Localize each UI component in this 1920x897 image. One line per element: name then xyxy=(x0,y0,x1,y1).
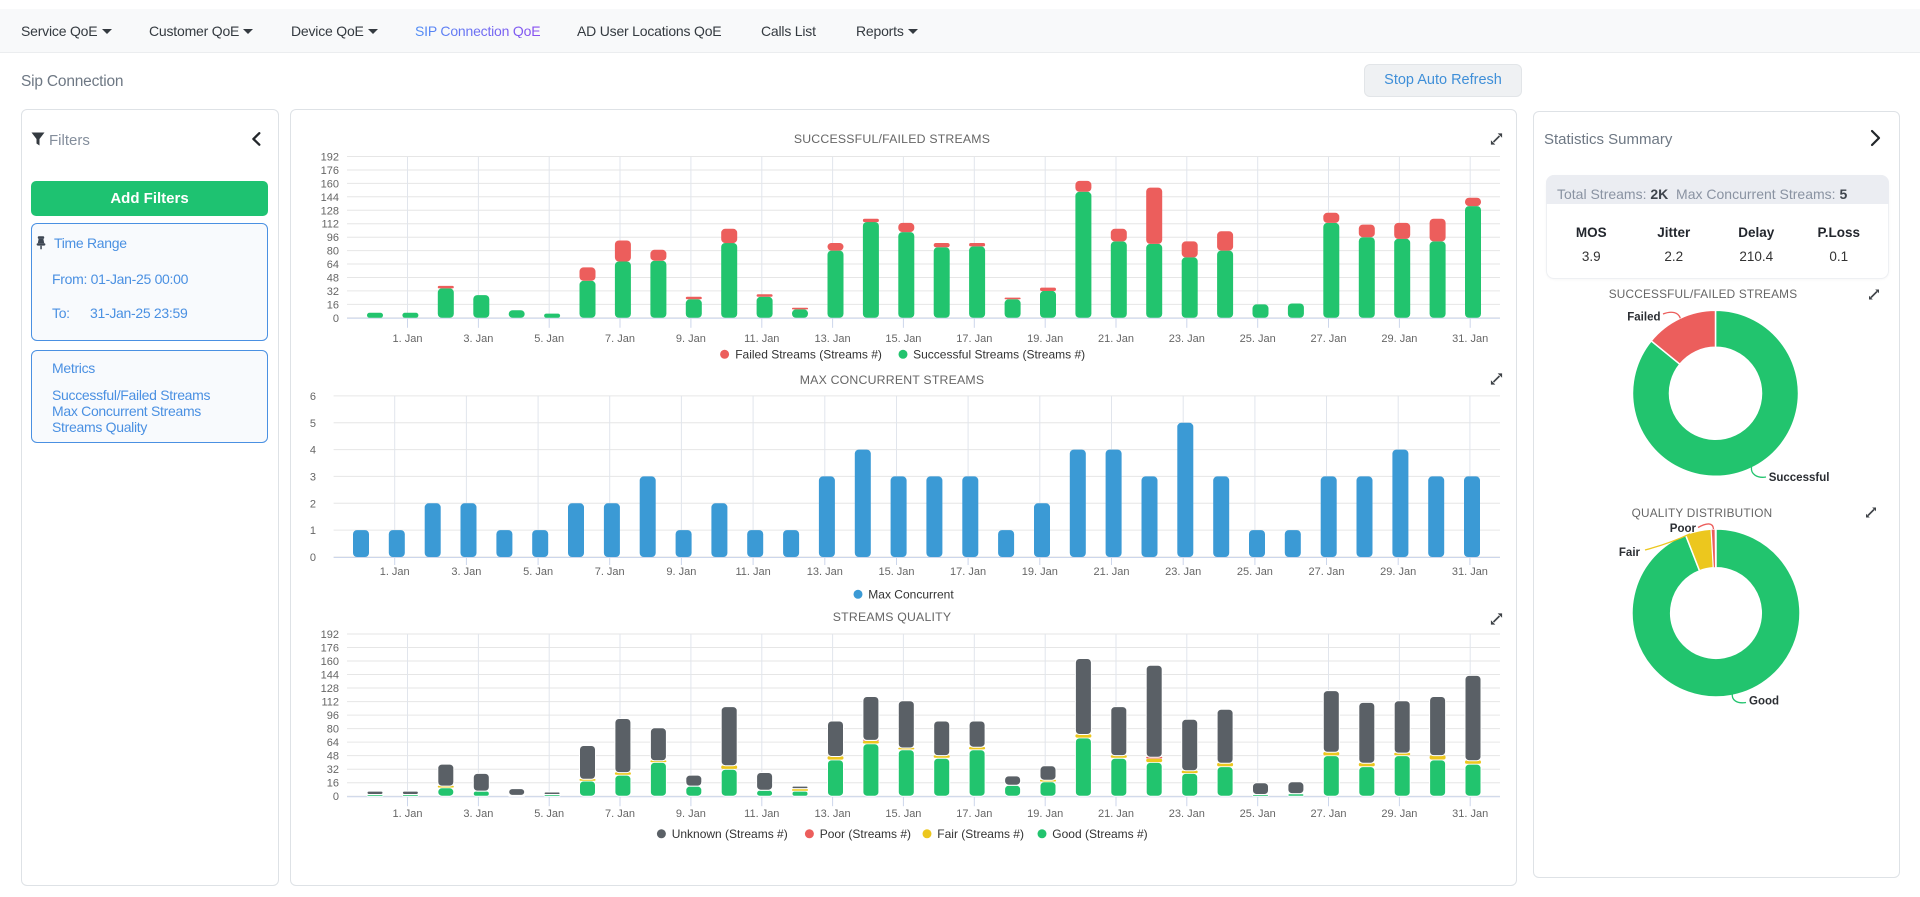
svg-text:11. Jan: 11. Jan xyxy=(744,808,779,820)
svg-text:Successful: Successful xyxy=(1769,472,1830,484)
svg-text:9. Jan: 9. Jan xyxy=(666,566,696,578)
svg-text:5. Jan: 5. Jan xyxy=(534,333,564,345)
svg-text:27. Jan: 27. Jan xyxy=(1310,808,1346,820)
svg-text:5. Jan: 5. Jan xyxy=(534,808,564,820)
svg-text:5: 5 xyxy=(310,418,316,430)
svg-text:25. Jan: 25. Jan xyxy=(1240,808,1276,820)
svg-text:176: 176 xyxy=(321,165,339,177)
svg-text:11. Jan: 11. Jan xyxy=(744,333,779,345)
svg-text:19. Jan: 19. Jan xyxy=(1022,566,1058,578)
svg-text:7. Jan: 7. Jan xyxy=(595,566,625,578)
svg-text:1. Jan: 1. Jan xyxy=(393,808,423,820)
svg-text:STREAMS QUALITY: STREAMS QUALITY xyxy=(833,610,951,624)
svg-text:32: 32 xyxy=(327,286,339,298)
svg-text:128: 128 xyxy=(321,683,339,695)
svg-text:96: 96 xyxy=(327,710,339,722)
svg-text:2: 2 xyxy=(310,498,316,510)
svg-text:SUCCESSFUL/FAILED STREAMS: SUCCESSFUL/FAILED STREAMS xyxy=(1609,287,1798,301)
svg-text:17. Jan: 17. Jan xyxy=(950,566,986,578)
svg-text:Unknown (Streams #): Unknown (Streams #) xyxy=(672,827,788,841)
svg-text:23. Jan: 23. Jan xyxy=(1169,808,1205,820)
svg-text:7. Jan: 7. Jan xyxy=(605,333,635,345)
svg-text:11. Jan: 11. Jan xyxy=(735,566,770,578)
svg-text:176: 176 xyxy=(321,643,339,655)
svg-text:192: 192 xyxy=(321,629,339,641)
svg-text:31. Jan: 31. Jan xyxy=(1452,333,1488,345)
svg-text:21. Jan: 21. Jan xyxy=(1098,333,1134,345)
svg-text:160: 160 xyxy=(321,656,339,668)
svg-text:32: 32 xyxy=(327,764,339,776)
svg-text:48: 48 xyxy=(327,273,339,285)
svg-text:29. Jan: 29. Jan xyxy=(1381,333,1417,345)
svg-text:4: 4 xyxy=(310,445,316,457)
svg-text:13. Jan: 13. Jan xyxy=(815,808,851,820)
svg-text:160: 160 xyxy=(321,178,339,190)
svg-text:80: 80 xyxy=(327,246,339,258)
svg-text:Failed Streams (Streams #): Failed Streams (Streams #) xyxy=(735,348,882,362)
svg-text:QUALITY DISTRIBUTION: QUALITY DISTRIBUTION xyxy=(1632,506,1773,520)
svg-text:128: 128 xyxy=(321,205,339,217)
svg-text:21. Jan: 21. Jan xyxy=(1098,808,1134,820)
svg-text:144: 144 xyxy=(321,192,339,204)
svg-text:Good: Good xyxy=(1749,696,1779,708)
svg-text:21. Jan: 21. Jan xyxy=(1093,566,1129,578)
svg-text:13. Jan: 13. Jan xyxy=(807,566,843,578)
svg-text:Failed: Failed xyxy=(1627,312,1660,324)
svg-text:80: 80 xyxy=(327,724,339,736)
svg-text:31. Jan: 31. Jan xyxy=(1452,808,1488,820)
svg-text:9. Jan: 9. Jan xyxy=(676,808,706,820)
svg-text:16: 16 xyxy=(327,778,339,790)
svg-text:3. Jan: 3. Jan xyxy=(463,333,493,345)
svg-text:Fair: Fair xyxy=(1619,547,1641,559)
svg-text:29. Jan: 29. Jan xyxy=(1380,566,1416,578)
svg-text:31. Jan: 31. Jan xyxy=(1452,566,1488,578)
svg-text:16: 16 xyxy=(327,299,339,311)
svg-text:15. Jan: 15. Jan xyxy=(885,333,921,345)
svg-text:64: 64 xyxy=(327,737,339,749)
svg-text:112: 112 xyxy=(321,219,339,231)
svg-text:15. Jan: 15. Jan xyxy=(885,808,921,820)
svg-text:7. Jan: 7. Jan xyxy=(605,808,635,820)
svg-text:3. Jan: 3. Jan xyxy=(463,808,493,820)
svg-text:3: 3 xyxy=(310,471,316,483)
svg-text:64: 64 xyxy=(327,259,339,271)
svg-text:6: 6 xyxy=(310,391,316,403)
svg-text:Successful Streams (Streams #): Successful Streams (Streams #) xyxy=(913,348,1085,362)
svg-text:1. Jan: 1. Jan xyxy=(393,333,423,345)
svg-text:17. Jan: 17. Jan xyxy=(956,333,992,345)
svg-text:29. Jan: 29. Jan xyxy=(1381,808,1417,820)
svg-text:192: 192 xyxy=(321,152,339,164)
svg-text:25. Jan: 25. Jan xyxy=(1240,333,1276,345)
svg-text:48: 48 xyxy=(327,751,339,763)
svg-text:9. Jan: 9. Jan xyxy=(676,333,706,345)
svg-text:1: 1 xyxy=(310,525,316,537)
svg-text:23. Jan: 23. Jan xyxy=(1165,566,1201,578)
svg-text:27. Jan: 27. Jan xyxy=(1308,566,1344,578)
svg-text:Good (Streams #): Good (Streams #) xyxy=(1052,827,1147,841)
svg-text:96: 96 xyxy=(327,232,339,244)
svg-text:0: 0 xyxy=(310,552,316,564)
svg-text:19. Jan: 19. Jan xyxy=(1027,333,1063,345)
svg-text:27. Jan: 27. Jan xyxy=(1310,333,1346,345)
svg-text:0: 0 xyxy=(333,313,339,325)
svg-text:112: 112 xyxy=(321,697,339,709)
svg-text:Max Concurrent: Max Concurrent xyxy=(868,588,954,602)
svg-text:Poor: Poor xyxy=(1670,523,1697,535)
svg-text:25. Jan: 25. Jan xyxy=(1237,566,1273,578)
svg-text:5. Jan: 5. Jan xyxy=(523,566,553,578)
svg-text:MAX CONCURRENT STREAMS: MAX CONCURRENT STREAMS xyxy=(800,373,985,387)
svg-text:144: 144 xyxy=(321,670,339,682)
svg-text:13. Jan: 13. Jan xyxy=(815,333,851,345)
svg-text:Poor (Streams #): Poor (Streams #) xyxy=(820,827,911,841)
svg-text:3. Jan: 3. Jan xyxy=(451,566,481,578)
svg-text:Fair (Streams #): Fair (Streams #) xyxy=(937,827,1024,841)
svg-text:23. Jan: 23. Jan xyxy=(1169,333,1205,345)
svg-text:0: 0 xyxy=(333,791,339,803)
svg-text:15. Jan: 15. Jan xyxy=(878,566,914,578)
svg-text:1. Jan: 1. Jan xyxy=(380,566,410,578)
svg-text:SUCCESSFUL/FAILED STREAMS: SUCCESSFUL/FAILED STREAMS xyxy=(794,132,990,146)
svg-text:17. Jan: 17. Jan xyxy=(956,808,992,820)
svg-text:19. Jan: 19. Jan xyxy=(1027,808,1063,820)
